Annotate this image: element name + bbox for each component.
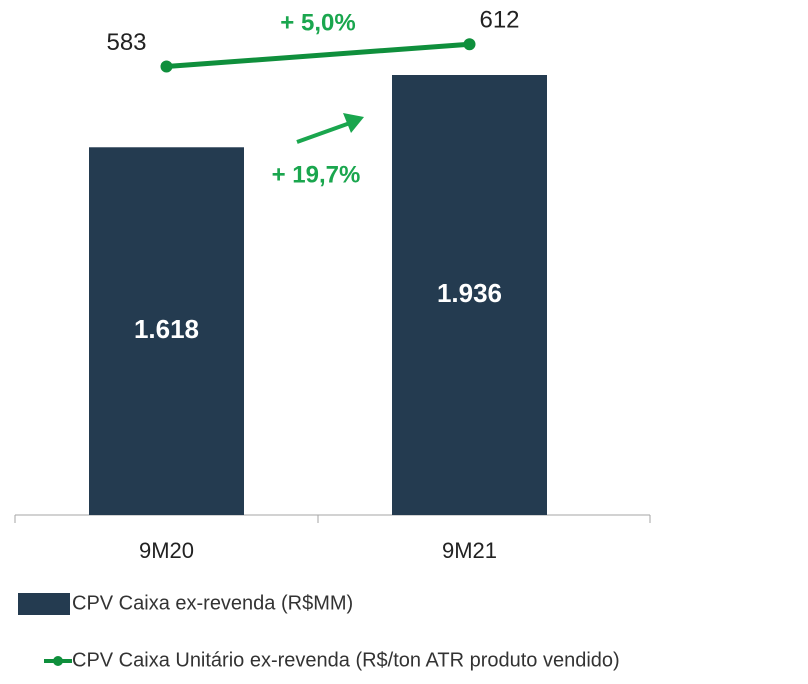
annotation: + 5,0%	[280, 9, 355, 36]
line-value-label: 583	[106, 29, 146, 56]
bar	[89, 147, 244, 516]
legend-label: CPV Caixa ex-revenda (R$MM)	[72, 592, 353, 614]
line	[166, 41, 470, 70]
bar	[392, 75, 547, 515]
line-value-label: 612	[479, 7, 519, 34]
x-tick-label: 9M20	[139, 538, 194, 563]
x-tick-label: 9M21	[442, 538, 497, 563]
line-marker	[463, 38, 476, 51]
annotation: + 19,7%	[272, 161, 361, 188]
bar-value-label: 1.618	[134, 314, 199, 344]
bar-value-label: 1.936	[437, 278, 502, 308]
legend-swatch-marker	[53, 656, 63, 666]
line-marker	[160, 60, 173, 73]
arrow	[296, 121, 351, 144]
legend-swatch	[18, 593, 70, 615]
arrow-head	[343, 113, 364, 133]
legend-label: CPV Caixa Unitário ex-revenda (R$/ton AT…	[72, 649, 620, 671]
